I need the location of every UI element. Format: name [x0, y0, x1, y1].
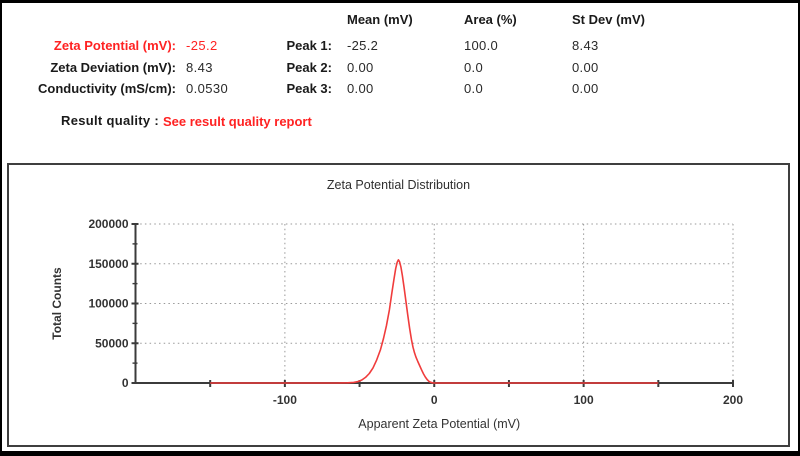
svg-text:150000: 150000 — [88, 257, 128, 271]
svg-text:50000: 50000 — [95, 336, 129, 350]
svg-text:200000: 200000 — [88, 217, 128, 231]
peak1-mean: -25.2 — [347, 38, 379, 53]
svg-text:-100: -100 — [273, 393, 297, 407]
result-quality-message: See result quality report — [163, 114, 312, 129]
svg-text:Apparent Zeta Potential (mV): Apparent Zeta Potential (mV) — [358, 417, 520, 431]
peaks-table: Mean (mV) Area (%) St Dev (mV) Peak 1: -… — [2, 3, 702, 103]
svg-text:Total Counts: Total Counts — [50, 267, 64, 340]
svg-text:200: 200 — [723, 393, 743, 407]
conductivity-value: 0.0530 — [186, 81, 229, 96]
peak1-stdev: 8.43 — [572, 38, 599, 53]
results-summary: Zeta Potential (mV): -25.2 Zeta Deviatio… — [2, 3, 282, 103]
column-header-stdev: St Dev (mV) — [572, 12, 645, 27]
result-quality-label: Result quality : — [61, 113, 159, 128]
column-header-area: Area (%) — [464, 12, 517, 27]
chart-title: Zeta Potential Distribution — [326, 178, 471, 192]
peak2-label: Peak 2: — [286, 60, 332, 75]
zeta-deviation-label: Zeta Deviation (mV): — [50, 60, 176, 75]
peak3-area: 0.0 — [464, 81, 483, 96]
peak3-stdev: 0.00 — [572, 81, 599, 96]
peak3-label: Peak 3: — [286, 81, 332, 96]
column-header-mean: Mean (mV) — [347, 12, 413, 27]
zeta-potential-value: -25.2 — [186, 38, 218, 53]
peak3-mean: 0.00 — [347, 81, 374, 96]
zeta-deviation-value: 8.43 — [186, 60, 213, 75]
chart-panel: Zeta Potential Distribution -100 0 100 200 0… — [7, 163, 790, 447]
svg-text:100: 100 — [574, 393, 594, 407]
peak2-mean: 0.00 — [347, 60, 374, 75]
zeta-distribution-chart: -100 0 100 200 0 50000 100000 150000 200000 Appar… — [50, 217, 743, 431]
peak2-stdev: 0.00 — [572, 60, 599, 75]
svg-text:0: 0 — [431, 393, 438, 407]
peak1-area: 100.0 — [464, 38, 499, 53]
conductivity-label: Conductivity (mS/cm): — [38, 81, 176, 96]
svg-text:100000: 100000 — [88, 297, 128, 311]
svg-text:0: 0 — [122, 376, 129, 390]
peak2-area: 0.0 — [464, 60, 483, 75]
zeta-potential-label: Zeta Potential (mV): — [53, 38, 176, 53]
peak1-label: Peak 1: — [286, 38, 332, 53]
